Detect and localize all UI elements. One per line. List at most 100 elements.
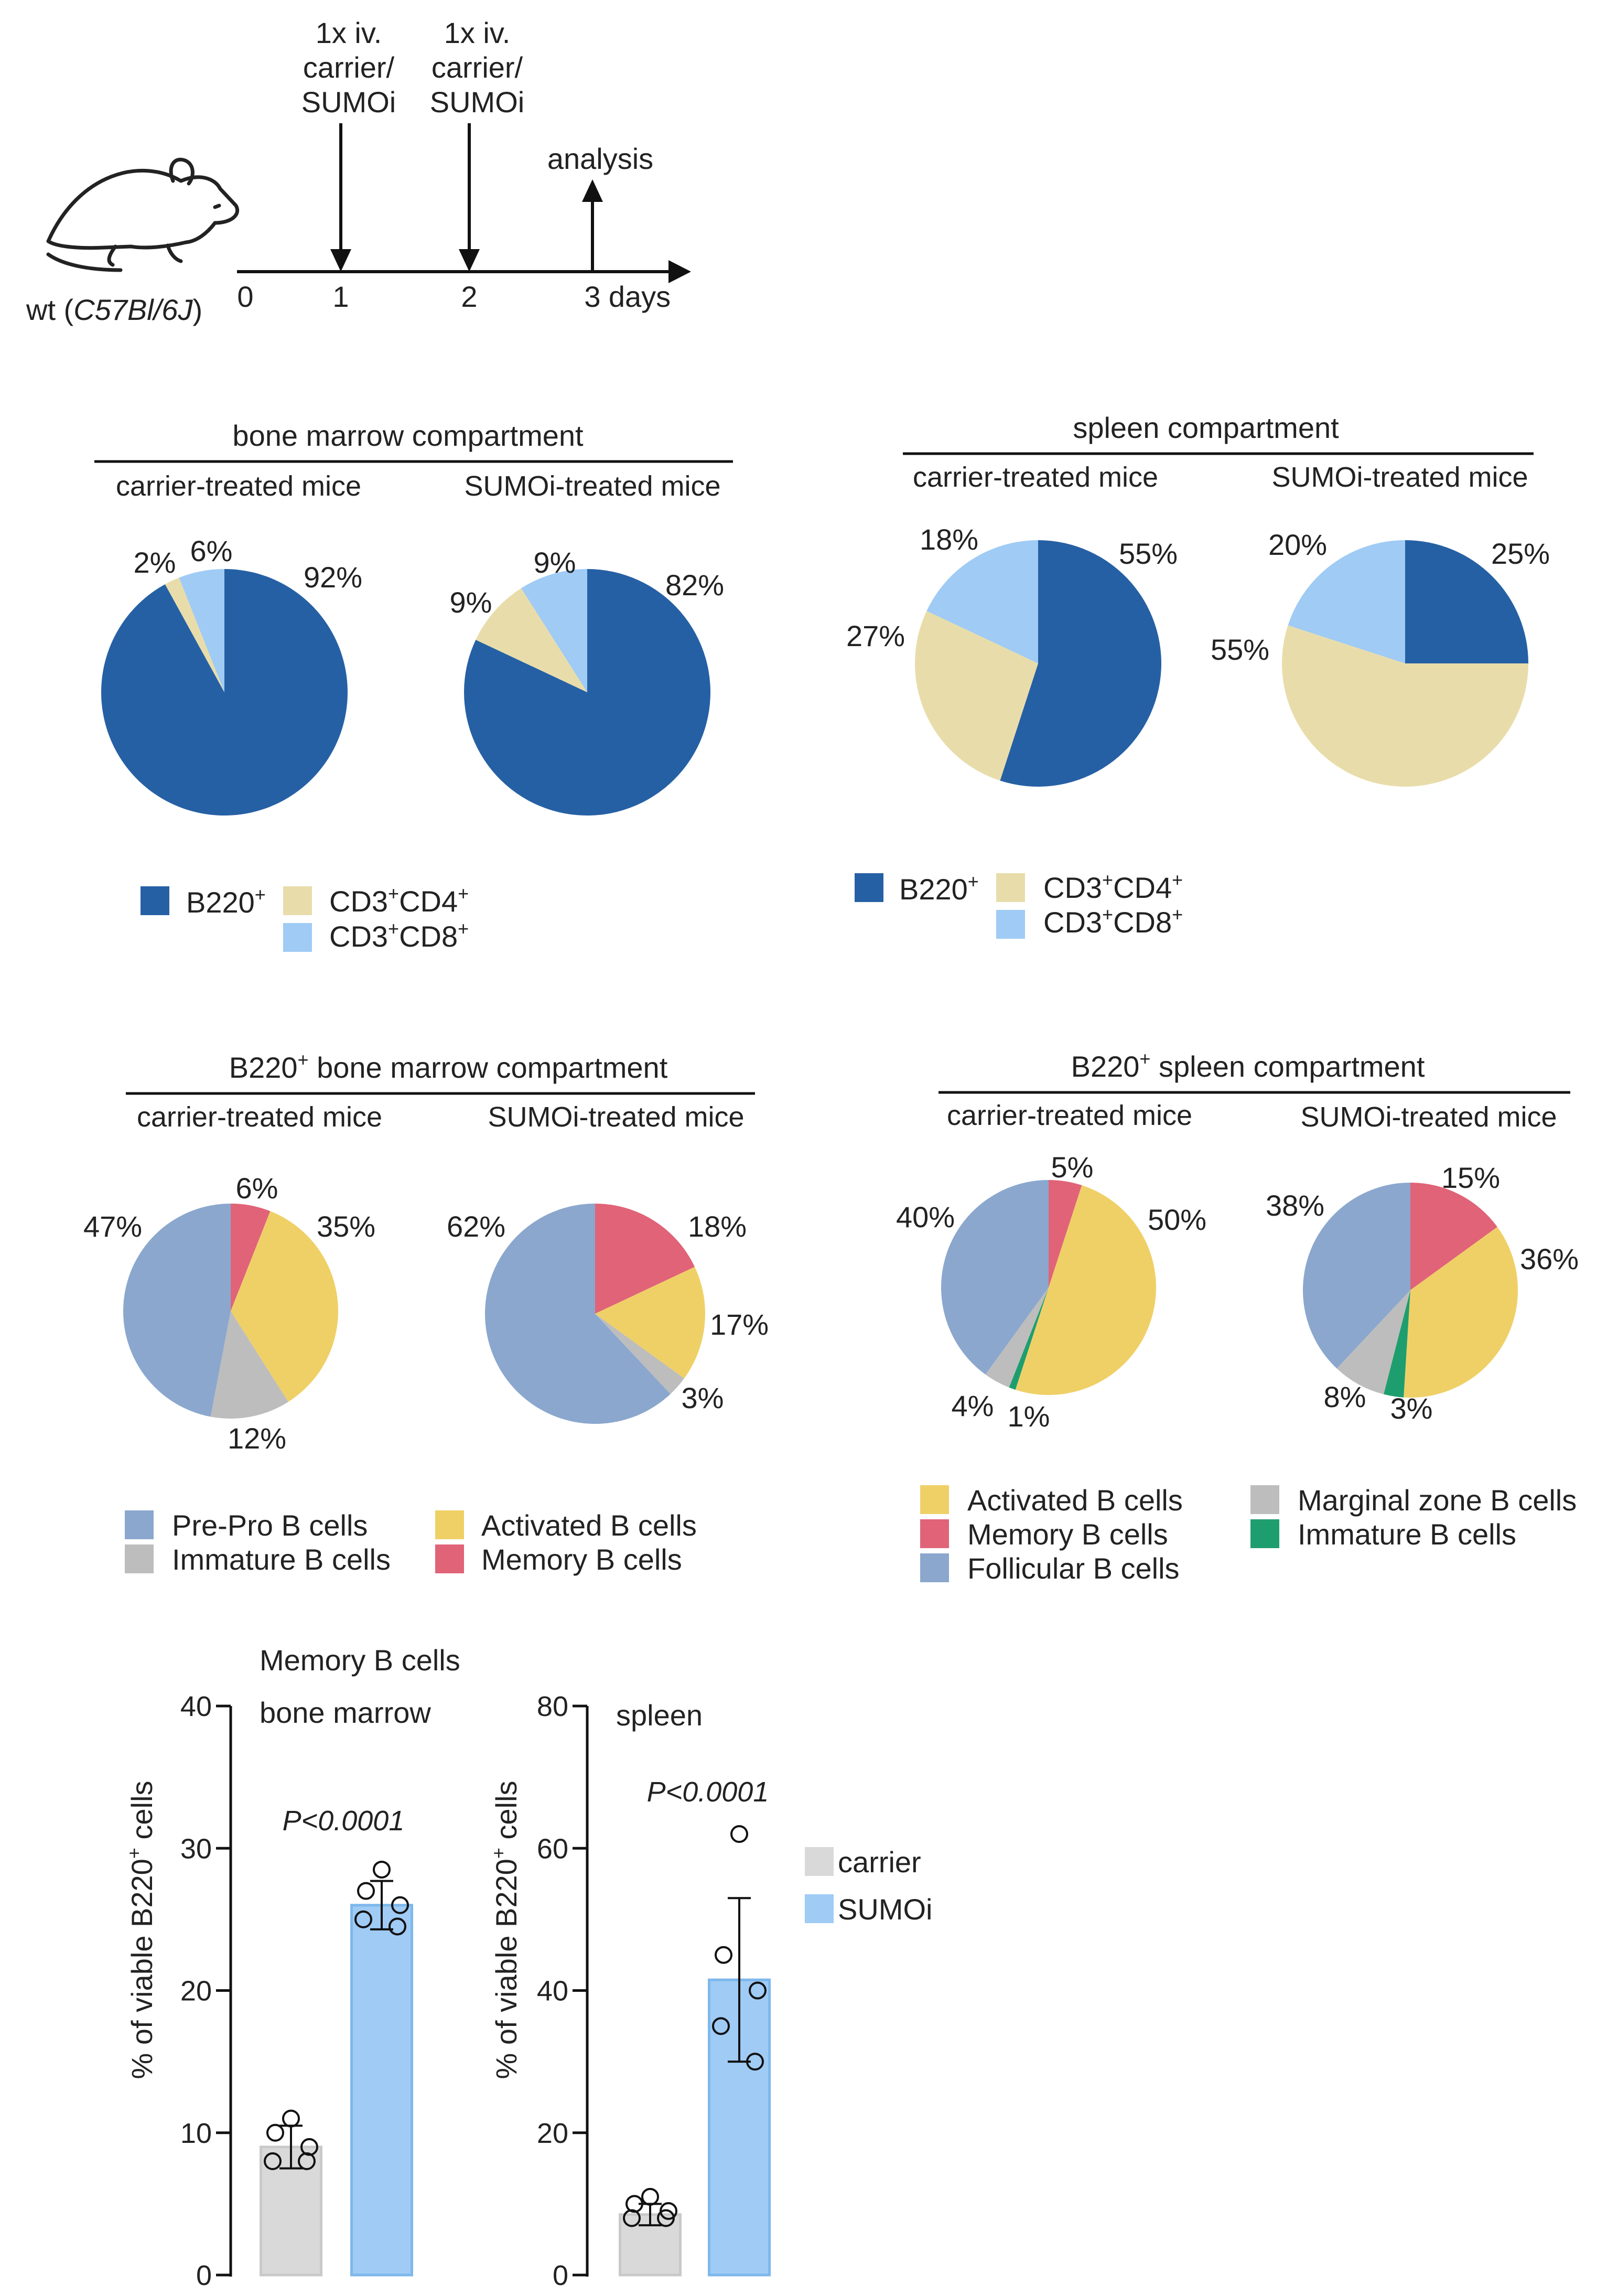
bar-chart-bone-marrow: Memory B cells bone marrow P<0.0001 % of… (123, 1644, 460, 2291)
data-point (298, 2152, 316, 2170)
y-tick-label: 10 (180, 2118, 212, 2149)
chart-title: Memory B cells (260, 1644, 460, 1677)
pie-slice-cd3-cd8 (926, 540, 1038, 663)
pie-slice-b220 (464, 569, 711, 816)
legend-swatch-follicular (920, 1553, 949, 1582)
slice-label-immature: 12% (228, 1422, 286, 1455)
pie-slice-immature-b-cells (1384, 1290, 1410, 1398)
pie-chart-sumoi (464, 569, 711, 816)
pie-slice-cd3-cd8 (1288, 540, 1405, 663)
pie-slice-immature-b-cells (1009, 1288, 1049, 1390)
timeline-arrowhead (668, 260, 691, 283)
bar-sumoi (350, 1904, 413, 2277)
injection-2-line-2: carrier/ (432, 51, 523, 84)
legend-swatch-sumoi (805, 1894, 834, 1923)
slice-label-activated: 17% (710, 1308, 769, 1341)
data-point (357, 1882, 375, 1900)
slice-label-prepro: 47% (83, 1210, 142, 1243)
slice-label-b220: 55% (1119, 537, 1178, 570)
pie-slice-b220 (1000, 540, 1161, 787)
pie-slice-marginal-zone-b-cells (985, 1288, 1049, 1388)
y-axis-label: % of viable B220+ cells (488, 1781, 523, 2079)
panel-title: spleen compartment (1073, 411, 1339, 444)
slice-label-cd4: 9% (450, 586, 492, 619)
legend-label-cd8: CD3+CD8+ (329, 918, 469, 953)
pie-slice-cd3-cd4 (1282, 625, 1528, 787)
legend-swatch-carrier (805, 1847, 834, 1876)
injection-2-line-1: 1x iv. (444, 16, 511, 49)
pie-chart-carrier (123, 1204, 338, 1419)
legend-label-cd8: CD3+CD8+ (1043, 904, 1183, 939)
group-label-carrier: carrier-treated mice (947, 1100, 1192, 1131)
legend-label-marginal: Marginal zone B cells (1298, 1484, 1577, 1517)
data-point (282, 2109, 300, 2128)
y-tick-label: 80 (537, 1691, 568, 1722)
panel-title: B220+ spleen compartment (1071, 1048, 1425, 1083)
y-tick-label: 40 (180, 1691, 212, 1722)
legend-swatch-immature (1250, 1519, 1279, 1548)
pie-slice-cd3-cd4 (165, 577, 224, 692)
pie-chart-sumoi (1282, 540, 1528, 787)
data-point (389, 1917, 406, 1936)
legend-swatch-cd8 (283, 923, 312, 952)
data-point (264, 2152, 282, 2170)
y-tick-label: 0 (196, 2260, 212, 2291)
data-point (266, 2123, 284, 2142)
legend-swatch-immature (125, 1544, 154, 1573)
legend-swatch-cd8 (996, 910, 1025, 939)
slice-label-marginal: 4% (952, 1389, 994, 1422)
bar-chart-spleen: spleen P<0.0001 % of viable B220+ cells … (488, 1691, 932, 2291)
pie-slice-memory-b-cells (1410, 1183, 1497, 1290)
pie-slice-activated-b-cells (1015, 1185, 1157, 1396)
legend-label-follicular: Follicular B cells (967, 1552, 1180, 1585)
group-label-carrier: carrier-treated mice (116, 470, 361, 502)
injection-1-line-3: SUMOi (301, 85, 396, 119)
pie-slice-follicular-b-cells (941, 1180, 1049, 1375)
analysis-label: analysis (547, 142, 653, 175)
p-value-label: P<0.0001 (647, 1776, 769, 1808)
data-point (391, 1896, 409, 1914)
injection-2-line-3: SUMOi (430, 85, 524, 119)
legend-swatch-b220 (855, 873, 883, 902)
pie-slice-pre-pro-b-cells (123, 1204, 231, 1417)
panel-title: B220+ bone marrow compartment (229, 1049, 668, 1084)
data-point (373, 1860, 391, 1879)
pie-chart-sumoi (484, 1204, 705, 1424)
slice-label-immature: 3% (1390, 1392, 1433, 1425)
injection-2-arrowhead (459, 249, 480, 272)
slice-label-activated: 35% (317, 1210, 375, 1243)
group-label-sumoi: SUMOi-treated mice (464, 470, 720, 502)
injection-1-line-2: carrier/ (303, 51, 395, 84)
slice-label-b220: 25% (1491, 537, 1550, 570)
y-tick-label: 0 (553, 2260, 568, 2291)
mouse-icon (46, 157, 239, 272)
pie-slice-pre-pro-b-cells (484, 1204, 671, 1424)
legend-label-memory: Memory B cells (481, 1543, 682, 1576)
data-point (715, 1946, 732, 1964)
group-label-sumoi: SUMOi-treated mice (1271, 462, 1528, 493)
pie-slice-cd3-cd8 (179, 569, 224, 692)
y-tick-label: 20 (537, 2118, 568, 2149)
slice-label-follicular: 40% (896, 1200, 955, 1233)
bar-plot-area: 0 10 20 30 40 (180, 1691, 413, 2291)
pie-slice-b220 (101, 568, 348, 816)
pie-chart-carrier (915, 540, 1161, 787)
pie-slice-memory-b-cells (231, 1204, 271, 1311)
pie-slice-marginal-zone-b-cells (1336, 1290, 1410, 1394)
pie-slice-immature-b-cells (595, 1314, 684, 1394)
legend-swatch-prepro (125, 1510, 154, 1539)
legend: carrier SUMOi (805, 1846, 932, 1926)
timeline-tick-2: 2 (461, 280, 477, 313)
legend-label-immature: Immature B cells (1298, 1518, 1516, 1551)
panel-label: spleen (616, 1699, 703, 1732)
y-tick-label: 20 (180, 1976, 212, 2007)
slice-label-memory: 5% (1051, 1151, 1094, 1184)
experiment-timeline: wt (C57Bl/6J) 0 1 2 3 days 1x iv. carrie… (26, 16, 691, 326)
slice-label-memory: 18% (688, 1210, 747, 1243)
bar-plot-area: 0 20 40 60 80 (537, 1691, 771, 2291)
y-tick-label: 40 (537, 1976, 568, 2007)
slice-label-immature: 1% (1008, 1400, 1050, 1433)
pie-slice-b220 (1405, 540, 1528, 663)
group-label-carrier: carrier-treated mice (137, 1101, 382, 1133)
legend-label-cd4: CD3+CD4+ (1043, 869, 1183, 904)
